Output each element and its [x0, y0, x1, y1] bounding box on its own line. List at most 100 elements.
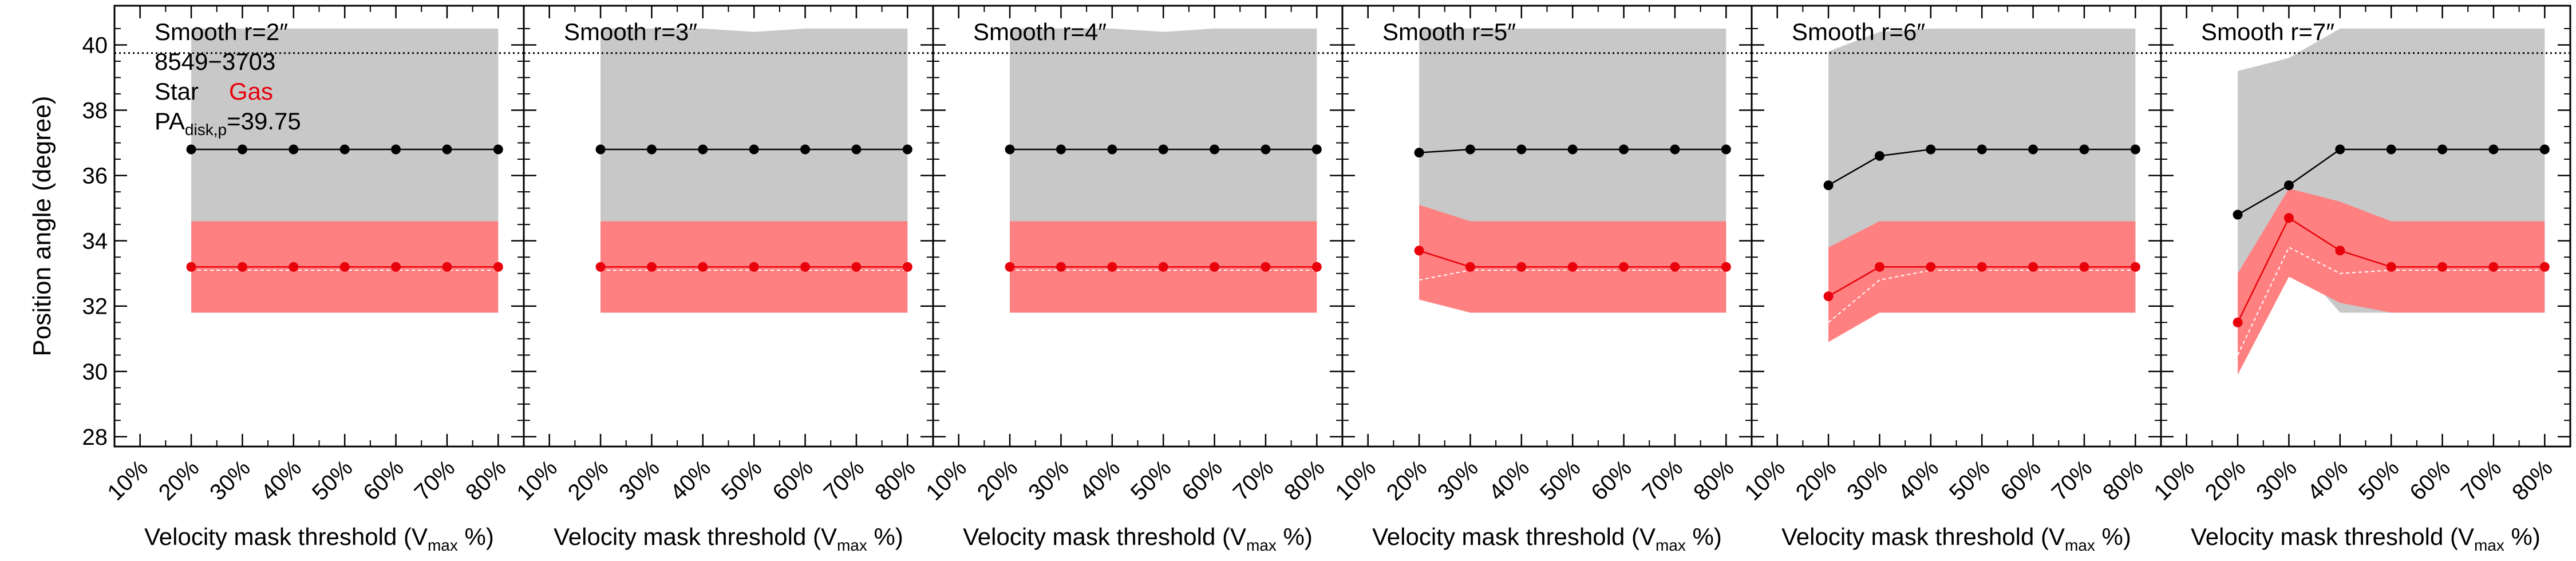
x-tick-label: 80%: [1689, 455, 1739, 505]
gas-uncertainty-band: [1828, 221, 2136, 342]
gas-data-point: [800, 262, 811, 272]
x-tick-label: 80%: [2507, 455, 2558, 505]
star-data-point: [1977, 144, 1987, 155]
gas-data-point: [493, 262, 503, 272]
star-data-point: [1107, 144, 1117, 155]
gas-data-point: [1874, 262, 1884, 272]
x-tick-label: 40%: [1074, 455, 1125, 505]
gas-data-point: [1210, 262, 1220, 272]
x-tick-label: 60%: [2405, 455, 2455, 505]
x-tick-label: 20%: [154, 455, 204, 505]
pa-disk-label: PAdisk,p=39.75: [155, 108, 301, 139]
gas-data-point: [2283, 213, 2294, 223]
x-tick-label: 70%: [819, 455, 870, 505]
gas-data-point: [1926, 262, 1936, 272]
star-data-point: [442, 144, 452, 155]
gas-data-point: [339, 262, 350, 272]
x-tick-label: 50%: [1126, 455, 1176, 505]
x-tick-label: 40%: [1893, 455, 1943, 505]
x-axis-label: Velocity mask threshold (Vmax %): [963, 523, 1313, 554]
star-data-point: [902, 144, 912, 155]
x-tick-label: 20%: [2200, 455, 2251, 505]
gas-data-point: [1005, 262, 1015, 272]
x-tick-label: 50%: [1535, 455, 1586, 505]
gas-data-point: [698, 262, 708, 272]
x-axis-label: Velocity mask threshold (Vmax %): [144, 523, 494, 554]
star-data-point: [1874, 151, 1884, 161]
gas-data-point: [391, 262, 401, 272]
x-tick-label: 80%: [2098, 455, 2148, 505]
x-tick-label: 70%: [1638, 455, 1688, 505]
x-tick-label: 50%: [307, 455, 358, 505]
gas-data-point: [1516, 262, 1527, 272]
gas-data-point: [902, 262, 912, 272]
x-tick-label: 60%: [768, 455, 818, 505]
x-axis-label: Velocity mask threshold (Vmax %): [1781, 523, 2131, 554]
y-tick-label: 38: [82, 98, 108, 124]
star-data-point: [1005, 144, 1015, 155]
gas-data-point: [1311, 262, 1322, 272]
star-data-point: [1823, 180, 1834, 191]
y-tick-label: 28: [82, 425, 108, 450]
x-tick-label: 30%: [2251, 455, 2302, 505]
gas-data-point: [2130, 262, 2140, 272]
star-data-point: [391, 144, 401, 155]
x-tick-label: 70%: [2047, 455, 2097, 505]
x-tick-label: 10%: [102, 455, 153, 505]
gas-data-point: [1619, 262, 1629, 272]
x-tick-label: 80%: [1279, 455, 1330, 505]
gas-data-point: [1056, 262, 1066, 272]
gas-data-point: [1158, 262, 1168, 272]
gas-data-point: [289, 262, 299, 272]
legend-star-label: Star: [155, 78, 199, 105]
x-tick-label: 10%: [921, 455, 971, 505]
gas-data-point: [2233, 317, 2243, 327]
panel-title: Smooth r=5″: [1382, 18, 1516, 45]
star-data-point: [1619, 144, 1629, 155]
gas-data-point: [851, 262, 862, 272]
x-tick-label: 80%: [870, 455, 920, 505]
gas-data-point: [1414, 246, 1424, 256]
x-tick-label: 20%: [1791, 455, 1842, 505]
x-tick-label: 30%: [1433, 455, 1483, 505]
legend-gas-label: Gas: [229, 78, 273, 105]
star-data-point: [1670, 144, 1680, 155]
gas-data-point: [749, 262, 759, 272]
star-data-point: [493, 144, 503, 155]
x-tick-label: 30%: [1024, 455, 1074, 505]
gas-data-point: [1823, 291, 1834, 302]
panel-title: Smooth r=6″: [1792, 18, 1925, 45]
y-tick-label: 40: [82, 33, 108, 58]
x-tick-label: 60%: [1586, 455, 1637, 505]
star-data-point: [1516, 144, 1527, 155]
star-data-point: [2130, 144, 2140, 155]
gas-data-point: [186, 262, 196, 272]
gas-data-point: [1721, 262, 1731, 272]
x-tick-label: 70%: [2456, 455, 2507, 505]
x-tick-label: 40%: [256, 455, 306, 505]
x-tick-label: 60%: [1996, 455, 2046, 505]
x-tick-label: 10%: [2149, 455, 2199, 505]
y-tick-label: 36: [82, 164, 108, 189]
galaxy-id-label: 8549−3703: [155, 48, 275, 75]
star-data-point: [800, 144, 811, 155]
star-data-point: [851, 144, 862, 155]
x-tick-label: 80%: [461, 455, 511, 505]
star-data-point: [1311, 144, 1322, 155]
x-tick-label: 70%: [410, 455, 460, 505]
x-tick-label: 50%: [1945, 455, 1995, 505]
gas-data-point: [442, 262, 452, 272]
x-tick-label: 20%: [563, 455, 614, 505]
gas-data-point: [2539, 262, 2550, 272]
x-tick-label: 60%: [1177, 455, 1227, 505]
x-tick-label: 50%: [717, 455, 767, 505]
star-data-point: [2028, 144, 2038, 155]
star-data-point: [595, 144, 606, 155]
star-data-point: [289, 144, 299, 155]
star-data-point: [1158, 144, 1168, 155]
gas-data-point: [1107, 262, 1117, 272]
x-tick-label: 40%: [665, 455, 716, 505]
star-data-point: [2437, 144, 2448, 155]
star-data-point: [2233, 210, 2243, 220]
